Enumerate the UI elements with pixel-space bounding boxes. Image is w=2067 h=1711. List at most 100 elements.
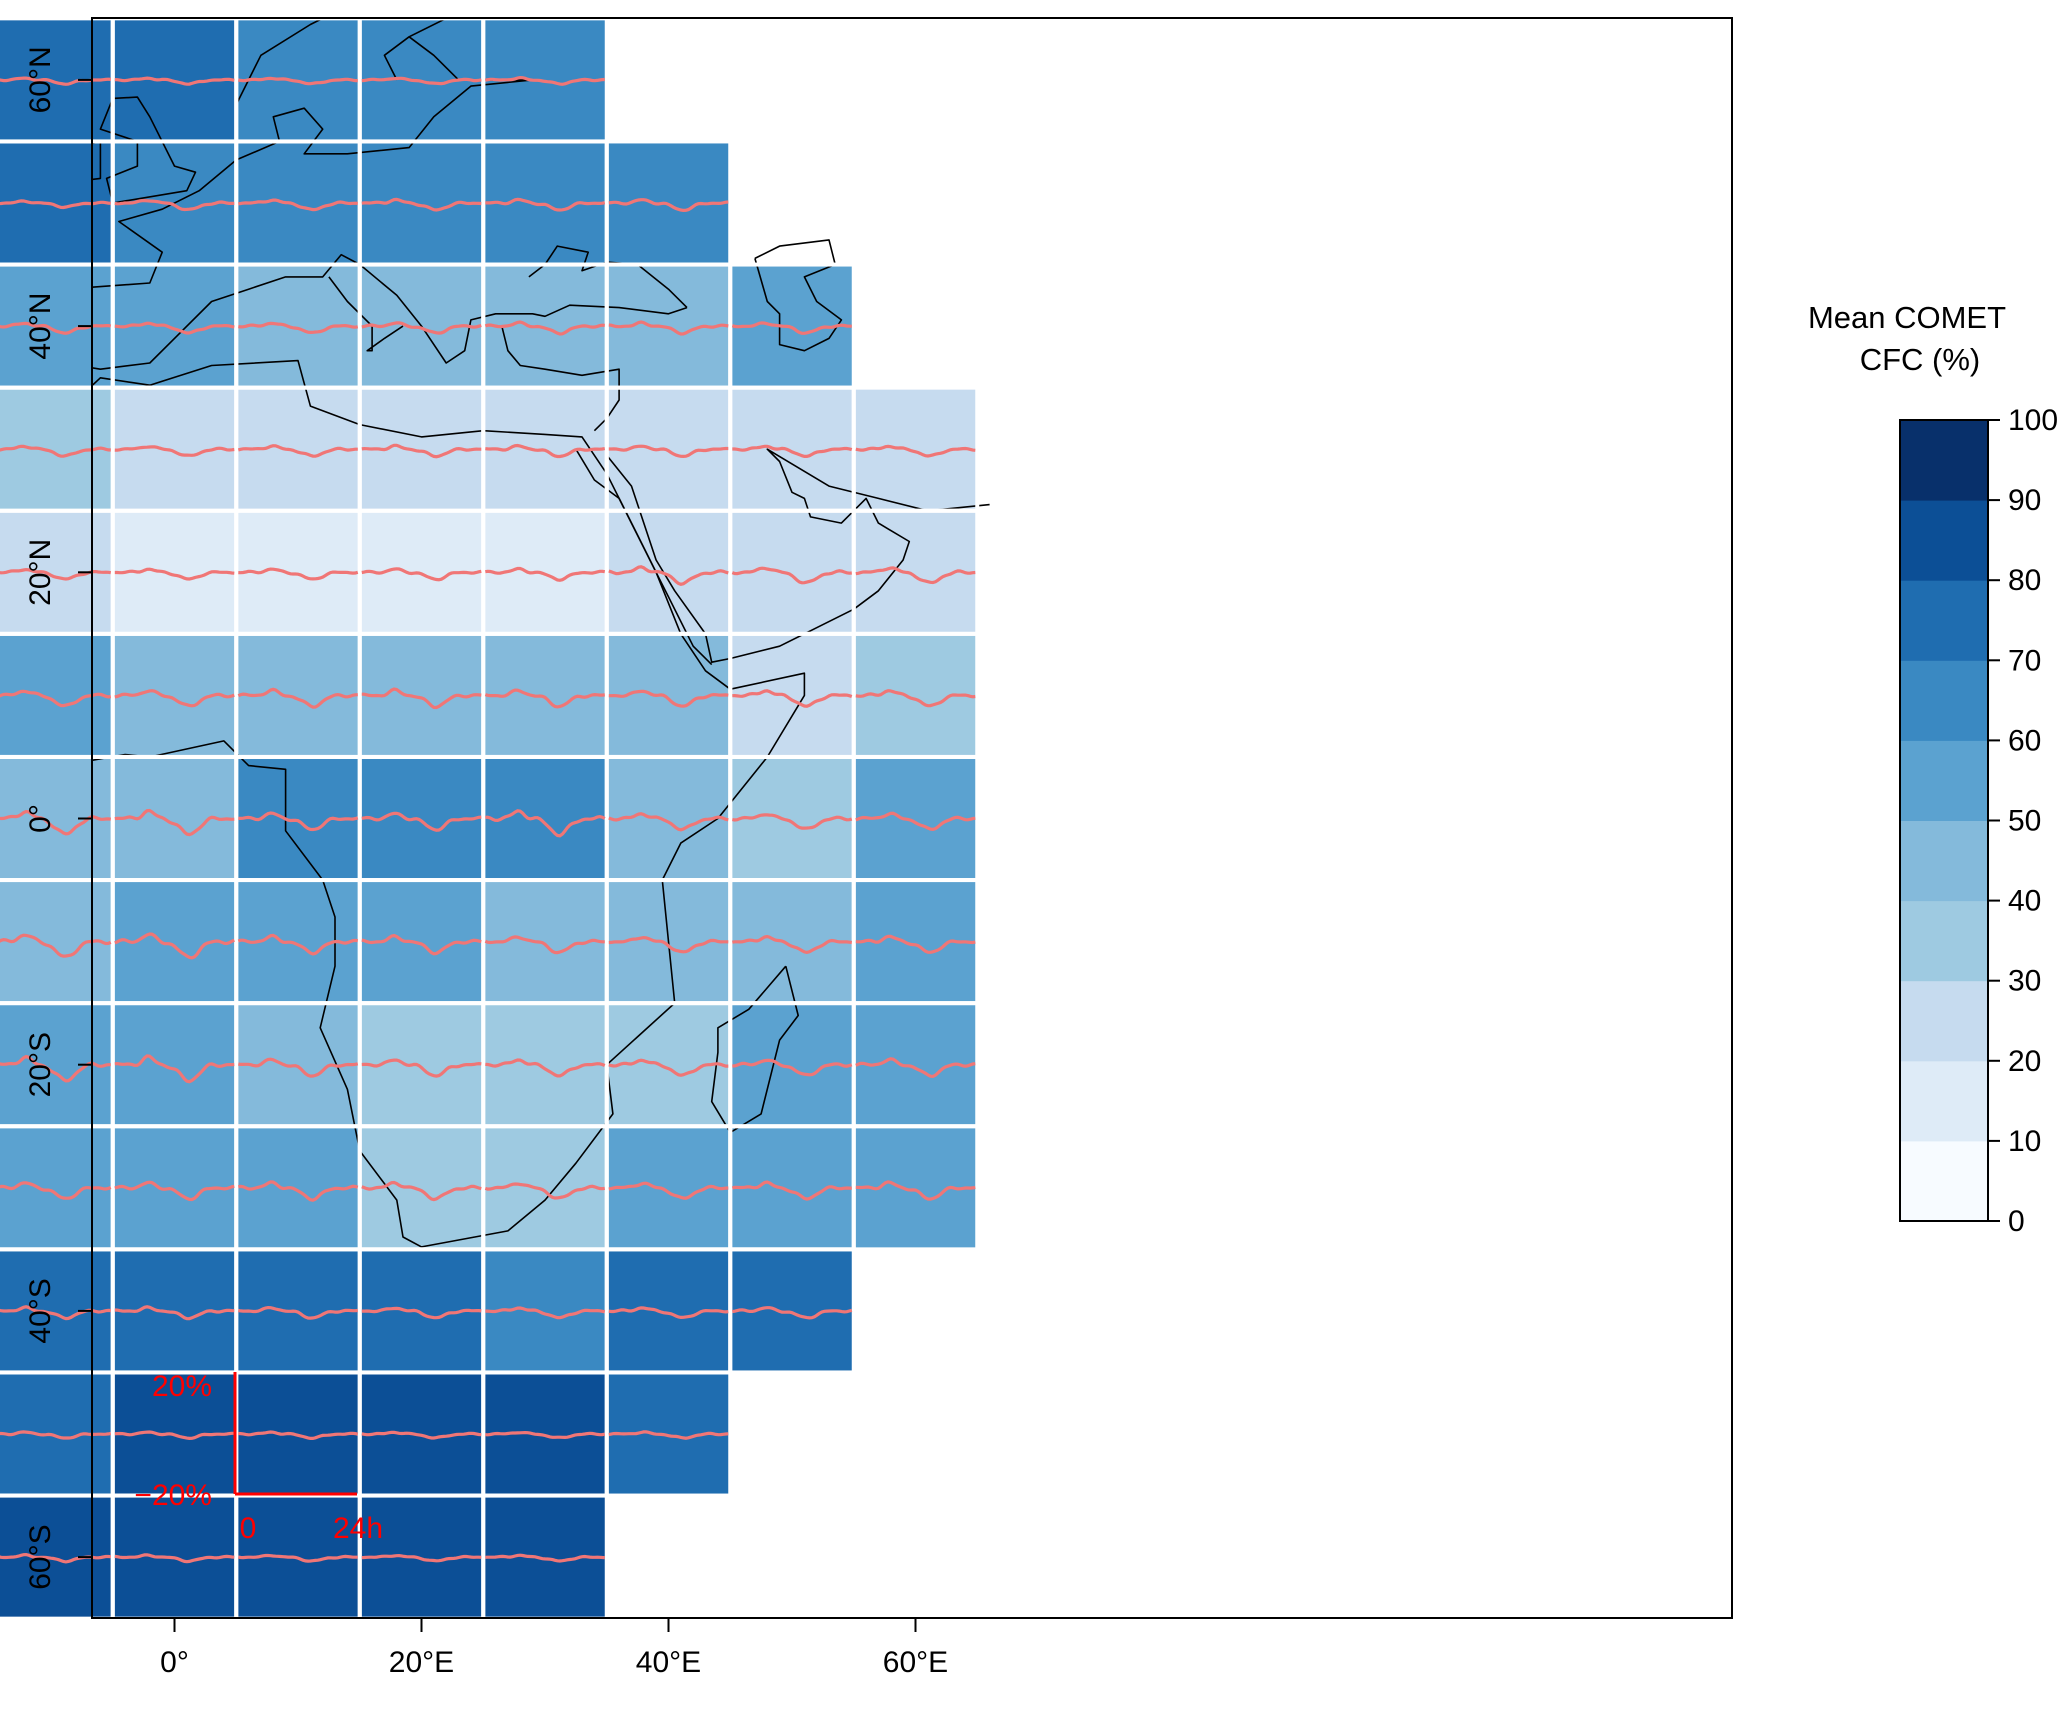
diurnal-cycle-line [608,812,729,832]
scale-end-label: 24h [333,1512,383,1545]
diurnal-cycle-line [484,935,605,955]
diurnal-cycle-line [0,933,112,958]
colorbar-tick-label: 100 [2008,404,2058,437]
coastline [754,239,843,352]
diurnal-cycle-line [855,689,976,708]
diurnal-cycle-line [732,1306,853,1320]
diurnal-cycle-line [0,444,111,458]
diurnal-cycle-line [361,567,482,582]
diurnal-cycle-line [361,1306,482,1320]
diurnal-cycle-line [731,321,852,335]
colorbar-swatch [1900,900,1988,982]
diurnal-cycle-line [361,811,482,832]
diurnal-cycle-line [238,198,358,212]
diurnal-cycle-line [361,1180,482,1202]
diurnal-cycle-line [238,321,359,335]
diurnal-cycle-line [484,320,605,336]
diurnal-cycle-line [237,933,358,956]
diurnal-cycle-line [485,443,606,459]
diurnal-cycle-line [484,1182,605,1200]
colorbar-tick-label: 0 [2008,1205,2025,1238]
colorbar-tick-label: 90 [2008,484,2041,517]
diurnal-cycle-line [732,1058,853,1077]
diurnal-cycle-line [484,75,605,86]
colorbar-tick-label: 30 [2008,965,2041,998]
diurnal-cycle-line [0,689,111,708]
colorbar-tick-label: 20 [2008,1045,2041,1078]
diurnal-cycle-line [238,76,358,86]
x-tick-label: 40°E [636,1646,701,1679]
colorbar-tick-label: 10 [2008,1125,2041,1158]
coastline [328,276,404,352]
diurnal-cycle-lines [0,75,976,1564]
diurnal-cycle-line [855,444,976,458]
diurnal-cycle-line [114,1430,235,1441]
legend-title-line1: Mean COMET [1808,300,2006,335]
diurnal-cycle-line [114,321,235,335]
diurnal-cycle-line [114,1054,235,1084]
colorbar-ticks: 0 10 20 30 40 50 60 70 80 90 100 [1988,404,2058,1238]
colorbar-swatch [1900,820,1988,902]
colorbar-swatch [1900,420,1988,501]
y-tick-label: 60°N [24,46,57,113]
diurnal-cycle-line [485,1306,606,1320]
diurnal-cycle-line [608,1430,729,1440]
colorbar-tick-label: 70 [2008,644,2041,677]
y-axis: 60°N 40°N 20°N 0° 20°S 40°S 60°S [24,46,92,1590]
y-tick-label: 60°S [24,1524,57,1589]
x-tick-label: 60°E [883,1646,948,1679]
diurnal-cycle-line [238,567,359,581]
diurnal-cycle-line [855,1180,976,1201]
diurnal-cycle-line [114,1553,235,1564]
diurnal-cycle-line [114,198,235,212]
diurnal-cycle-line [608,1058,729,1077]
cell-border [728,1247,856,1375]
diurnal-cycle-line [0,1181,112,1200]
diurnal-cycle-line [731,1180,852,1201]
cell-border [851,1124,980,1252]
diurnal-cycle-line [237,444,358,458]
diurnal-cycle-line [361,76,482,86]
coastline [92,253,688,370]
x-tick-label: 0° [160,1646,189,1679]
diurnal-cycle-line [114,689,235,708]
coastline [528,245,688,309]
diurnal-cycle-line [238,1305,358,1320]
coastline [383,36,410,81]
diurnal-cycle-line [855,934,976,954]
coastline [501,325,620,432]
y-tick-label: 0° [24,804,57,833]
diurnal-cycle-line [238,811,359,832]
colorbar-swatch [1900,500,1988,581]
diurnal-cycle-line [608,198,729,213]
diurnal-cycle-line [485,809,606,838]
diurnal-cycle-line [0,1430,112,1440]
diurnal-cycle-line [114,1180,235,1202]
diurnal-cycle-line [114,932,235,960]
x-axis: 60°W40°W20°W0°20°E40°E60°E [160,1618,948,1679]
diurnal-cycle-line [485,1058,606,1078]
legend-title-line2: CFC (%) [1860,342,1981,377]
diurnal-cycle-line [361,687,482,710]
diurnal-cycle-line [238,1180,359,1202]
diurnal-cycle-line [237,687,358,709]
y-tick-label: 40°N [24,293,57,360]
diurnal-cycle-line [0,199,111,210]
diurnal-cycle-line [732,689,853,708]
diurnal-cycle-line [608,1306,729,1320]
coastline [92,18,534,288]
cell-border [604,1370,733,1498]
colorbar-swatch [1900,980,1988,1062]
colorbar-legend: Mean COMET CFC (%) 0 10 20 30 40 50 60 70 80 90 10… [1808,300,2058,1238]
diurnal-cycle-line [485,1553,605,1563]
diurnal-cycle-line [608,444,729,459]
diurnal-cycle-line [731,566,852,585]
colorbar-swatch [1900,1140,1988,1222]
diurnal-cycle-line [114,76,235,86]
colorbar-swatch [1900,740,1988,821]
diurnal-cycle-line [732,934,852,955]
diurnal-cycle-line [732,444,853,458]
diurnal-cycle-line [855,566,976,585]
diurnal-cycle-line [608,935,729,954]
